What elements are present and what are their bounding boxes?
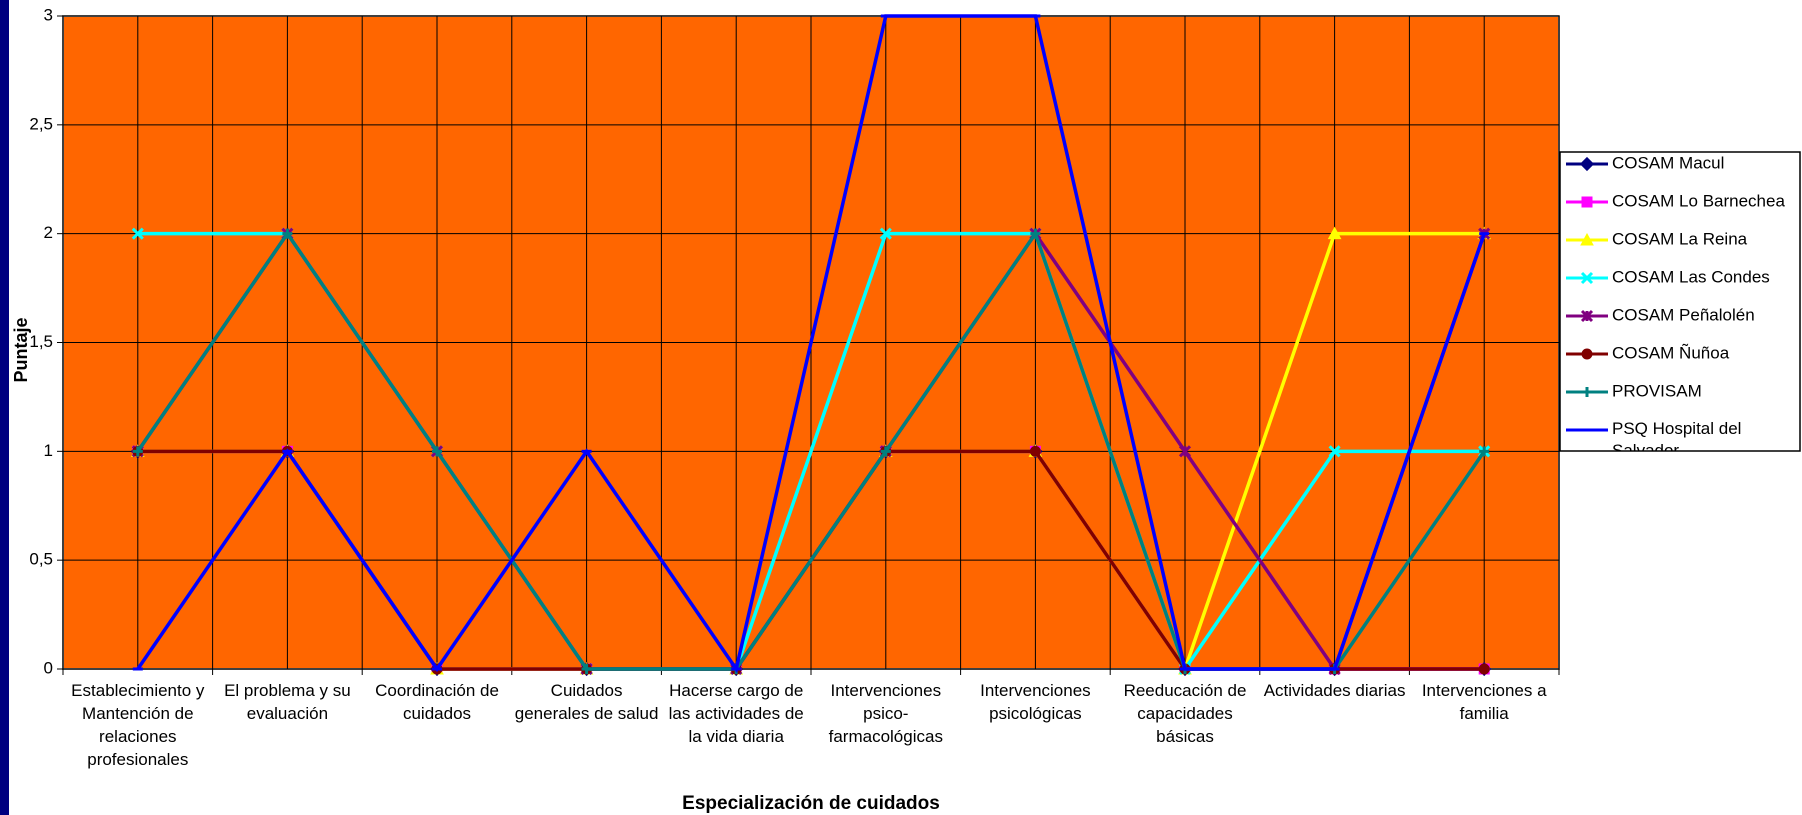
marker — [1580, 232, 1594, 246]
legend-label: COSAM Macul — [1612, 153, 1724, 172]
series-line — [136, 14, 1486, 674]
x-tick-label: Intervenciones psico-farmacológicas — [828, 681, 943, 746]
legend-label: COSAM La Reina — [1612, 229, 1748, 248]
marker — [1327, 226, 1342, 240]
legend-label: COSAM Ñuñoa — [1612, 343, 1730, 362]
y-tick-label: 0 — [44, 658, 53, 677]
marker — [1581, 348, 1593, 360]
legend-label-line: PSQ Hospital del — [1612, 419, 1741, 438]
legend-label: PROVISAM — [1612, 381, 1702, 400]
x-tick-label: Coordinación de cuidados — [375, 681, 499, 723]
x-tick-label: Reeducación de capacidades básicas — [1123, 681, 1247, 746]
marker — [1030, 228, 1041, 239]
x-tick-label: El problema y su evaluación — [224, 681, 351, 723]
y-tick-label: 1,5 — [29, 332, 53, 351]
marker — [1582, 387, 1592, 397]
y-tick-label: 3 — [44, 5, 53, 24]
marker — [1029, 445, 1041, 457]
marker — [1580, 309, 1594, 323]
x-axis-title: Especialización de cuidados — [682, 793, 940, 814]
legend-label: PSQ Hospital del Salvador — [1612, 419, 1741, 460]
marker — [1479, 446, 1490, 457]
left-border — [0, 0, 9, 815]
legend-label: COSAM Las Condes — [1612, 267, 1770, 286]
legend-label-line: Salvador — [1612, 441, 1679, 460]
marker — [282, 228, 293, 239]
x-tick-label: Intervenciones psicológicas — [980, 681, 1091, 723]
y-tick-label: 2 — [44, 223, 53, 242]
y-tick-label: 1 — [44, 441, 53, 460]
y-tick-label: 0,5 — [29, 550, 53, 569]
marker — [1581, 196, 1593, 208]
marker — [880, 446, 891, 457]
marker — [1579, 156, 1595, 172]
y-tick-label: 2,5 — [29, 114, 53, 133]
marker — [1178, 445, 1192, 458]
legend-label: COSAM Lo Barnechea — [1612, 191, 1785, 210]
x-tick-label: Intervenciones a familia — [1421, 681, 1547, 723]
marker — [1328, 445, 1341, 458]
x-tick-label: Actividades diarias — [1263, 681, 1406, 700]
legend-label: COSAM Peñalolén — [1612, 305, 1755, 324]
x-tick-label: Hacerse cargo de las actividades de la v… — [668, 681, 804, 746]
marker — [1478, 663, 1490, 675]
marker — [131, 227, 144, 240]
marker — [132, 446, 143, 457]
x-tick-label: Cuidados generales de salud — [514, 681, 659, 723]
x-tick-label: Establecimiento y Mantención de relacion… — [71, 681, 205, 769]
marker — [581, 664, 592, 674]
marker — [1580, 271, 1594, 285]
marker — [879, 227, 892, 240]
legend: COSAM Macul COSAM Lo Barnechea COSAM La Re… — [1566, 153, 1785, 460]
marker — [432, 446, 442, 457]
y-axis-title: Puntaje — [11, 317, 31, 382]
